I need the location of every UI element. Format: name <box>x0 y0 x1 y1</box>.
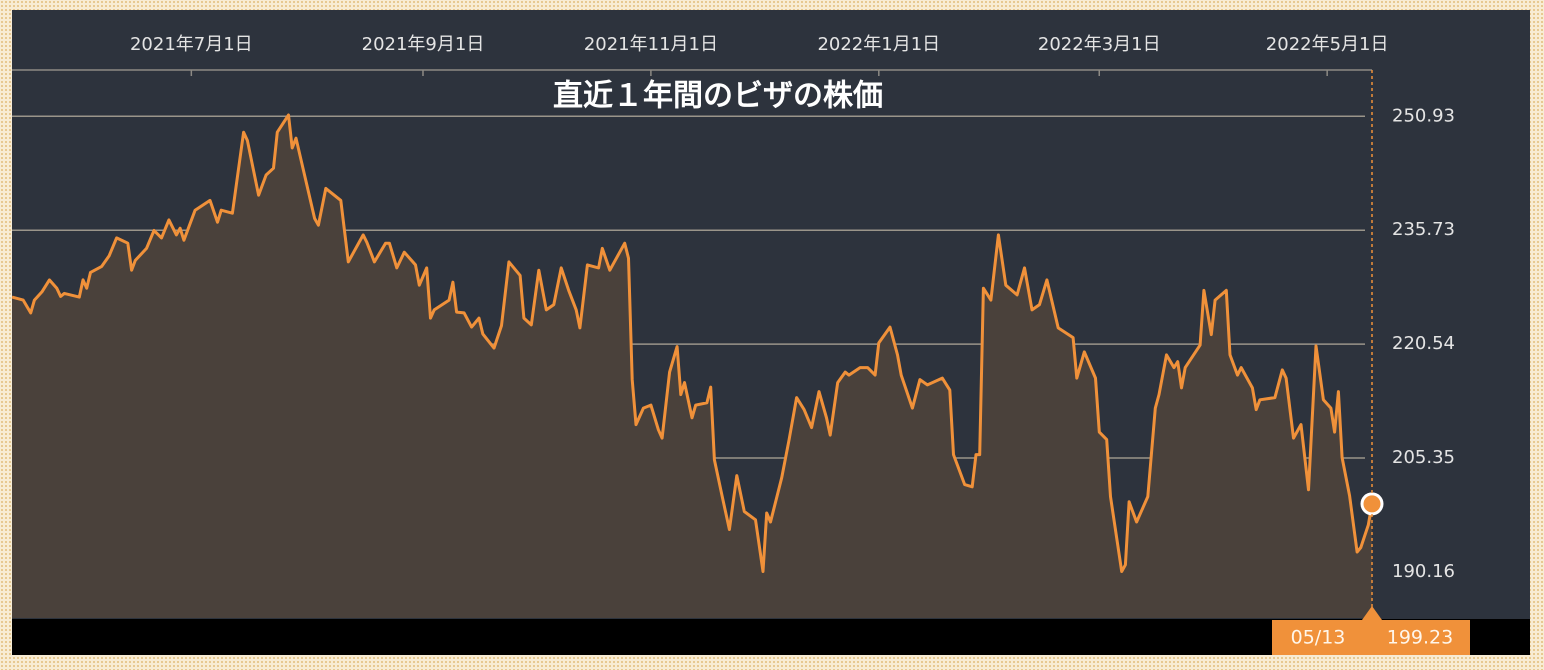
cursor-value: 199.23 <box>1387 627 1453 649</box>
y-tick-label: 190.16 <box>1392 561 1455 582</box>
x-tick-label: 2022年3月1日 <box>1038 34 1161 55</box>
y-tick-label: 250.93 <box>1392 105 1455 126</box>
labels: 190.16 205.35 220.54 235.73 250.93 2021年7月1日 2… <box>130 34 1455 582</box>
marks <box>11 113 1384 618</box>
y-tick-label: 235.73 <box>1392 219 1455 240</box>
y-tick-label: 220.54 <box>1392 333 1455 354</box>
cursor-date: 05/13 <box>1291 627 1346 649</box>
cursor-pointer <box>1362 606 1382 620</box>
price-area <box>12 115 1372 618</box>
x-tick-label: 2022年5月1日 <box>1266 34 1389 55</box>
cursor-box <box>1272 620 1470 655</box>
chart-title: 直近１年間のビザの株価 <box>553 79 883 114</box>
x-tick-label: 2021年11月1日 <box>584 34 718 55</box>
x-tick-label: 2021年9月1日 <box>362 34 485 55</box>
x-tick-label: 2021年7月1日 <box>130 34 253 55</box>
price-line <box>11 113 1374 573</box>
x-tick-label: 2022年1月1日 <box>817 34 940 55</box>
y-tick-label: 205.35 <box>1392 447 1455 468</box>
